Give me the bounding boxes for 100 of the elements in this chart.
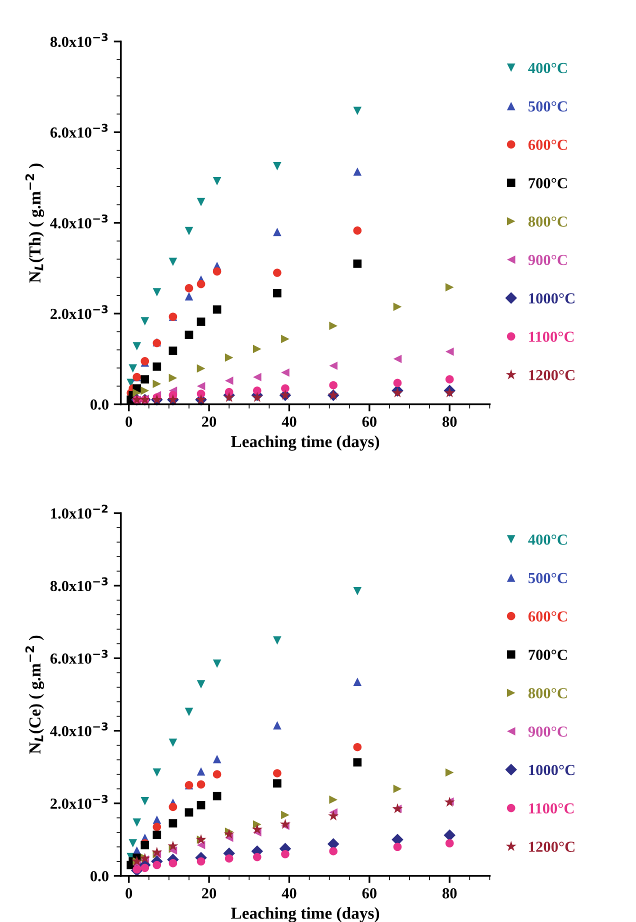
legend-label: 800°C	[528, 216, 567, 227]
point	[273, 162, 282, 170]
point	[329, 796, 338, 804]
point	[329, 847, 338, 856]
y-tick-label: 2.0x10$^{−3}$	[50, 305, 108, 320]
y-tick-label: 8.0x10$^{−3}$	[50, 577, 108, 592]
x-tick-label: 0	[126, 888, 132, 898]
point	[353, 678, 362, 686]
legend-label: 1000°C	[529, 764, 574, 776]
x-tick-label: 60	[362, 416, 376, 427]
legend-label: 400°C	[528, 62, 567, 74]
point	[168, 859, 178, 868]
point	[168, 346, 178, 355]
point	[212, 754, 222, 764]
point	[152, 846, 162, 857]
point	[196, 382, 206, 390]
point	[252, 392, 262, 402]
legend-label: 800°C	[528, 688, 567, 698]
legend-label: 700°C	[528, 650, 567, 660]
x-tick-label: 80	[442, 416, 457, 427]
point	[152, 830, 162, 840]
point	[329, 362, 338, 370]
point	[280, 818, 291, 829]
point	[152, 362, 162, 371]
point	[184, 330, 194, 340]
point	[253, 344, 262, 354]
point	[444, 387, 455, 398]
point	[392, 387, 403, 398]
point	[252, 824, 262, 834]
point	[168, 840, 178, 851]
point	[168, 802, 178, 812]
y-axis-title: N$_{L}$(Ce) ( g.m$^{−2}$ )	[25, 636, 44, 754]
point	[212, 770, 222, 778]
y-tick-label: 6.0x10$^{−3}$	[50, 650, 108, 664]
point	[224, 353, 234, 362]
legend-label: 600°C	[528, 611, 567, 622]
legend-label: 500°C	[528, 572, 567, 584]
point	[224, 854, 234, 863]
point	[152, 768, 162, 777]
x-tick-label: 0	[126, 416, 132, 427]
y-tick-label: 4.0x10$^{−3}$	[50, 722, 108, 736]
legend-label: 400°C	[528, 534, 567, 545]
point	[273, 779, 282, 788]
point	[445, 283, 454, 292]
point	[132, 342, 142, 350]
legend-label: 1100°C	[529, 332, 574, 342]
point	[273, 721, 282, 730]
point	[224, 828, 234, 839]
legend-label: 900°C	[528, 254, 567, 266]
point	[253, 852, 262, 862]
y-axis-title: N$_{L}$(Th) ( g.m$^{−2}$ )	[25, 164, 44, 283]
point	[328, 810, 339, 821]
point	[152, 380, 162, 388]
point	[445, 375, 454, 384]
legend-label: 600°C	[528, 140, 567, 150]
point	[184, 226, 194, 236]
y-tick-label: 0.0	[90, 399, 108, 410]
point	[128, 839, 138, 848]
point	[212, 792, 222, 800]
point	[168, 819, 178, 828]
legend-label: 1200°C	[529, 370, 574, 380]
point	[196, 680, 206, 689]
point	[132, 388, 142, 398]
point	[393, 302, 402, 311]
point	[281, 384, 290, 393]
point	[152, 822, 162, 832]
point	[196, 857, 206, 866]
x-tick-label: 40	[282, 888, 296, 898]
legend-label: 1000°C	[529, 293, 574, 304]
point	[132, 818, 142, 827]
point	[353, 742, 362, 752]
point	[353, 586, 362, 596]
point	[168, 258, 178, 266]
point	[184, 284, 194, 292]
point	[196, 800, 206, 810]
point	[273, 268, 282, 277]
point	[353, 758, 362, 767]
point	[273, 289, 282, 298]
x-tick-label: 80	[442, 888, 457, 898]
y-tick-label: 4.0x10$^{−3}$	[50, 214, 108, 228]
point	[128, 364, 138, 373]
point	[196, 840, 206, 850]
point	[196, 780, 206, 789]
point	[196, 198, 206, 206]
x-axis-title: Leaching time (days)	[231, 907, 380, 922]
legend-label: 700°C	[528, 178, 567, 188]
point	[445, 839, 454, 848]
point	[281, 810, 290, 820]
point	[281, 850, 290, 858]
y-tick-label: 8.0x10$^{−3}$	[50, 33, 108, 48]
legend-label: 1100°C	[529, 803, 574, 814]
point	[353, 226, 362, 235]
point	[212, 305, 222, 314]
point	[253, 372, 262, 382]
point	[393, 378, 402, 388]
point	[224, 376, 234, 385]
point	[196, 390, 206, 398]
y-tick-label: 1.0x10$^{−2}$	[51, 504, 108, 519]
point	[224, 392, 234, 402]
point	[196, 767, 206, 776]
